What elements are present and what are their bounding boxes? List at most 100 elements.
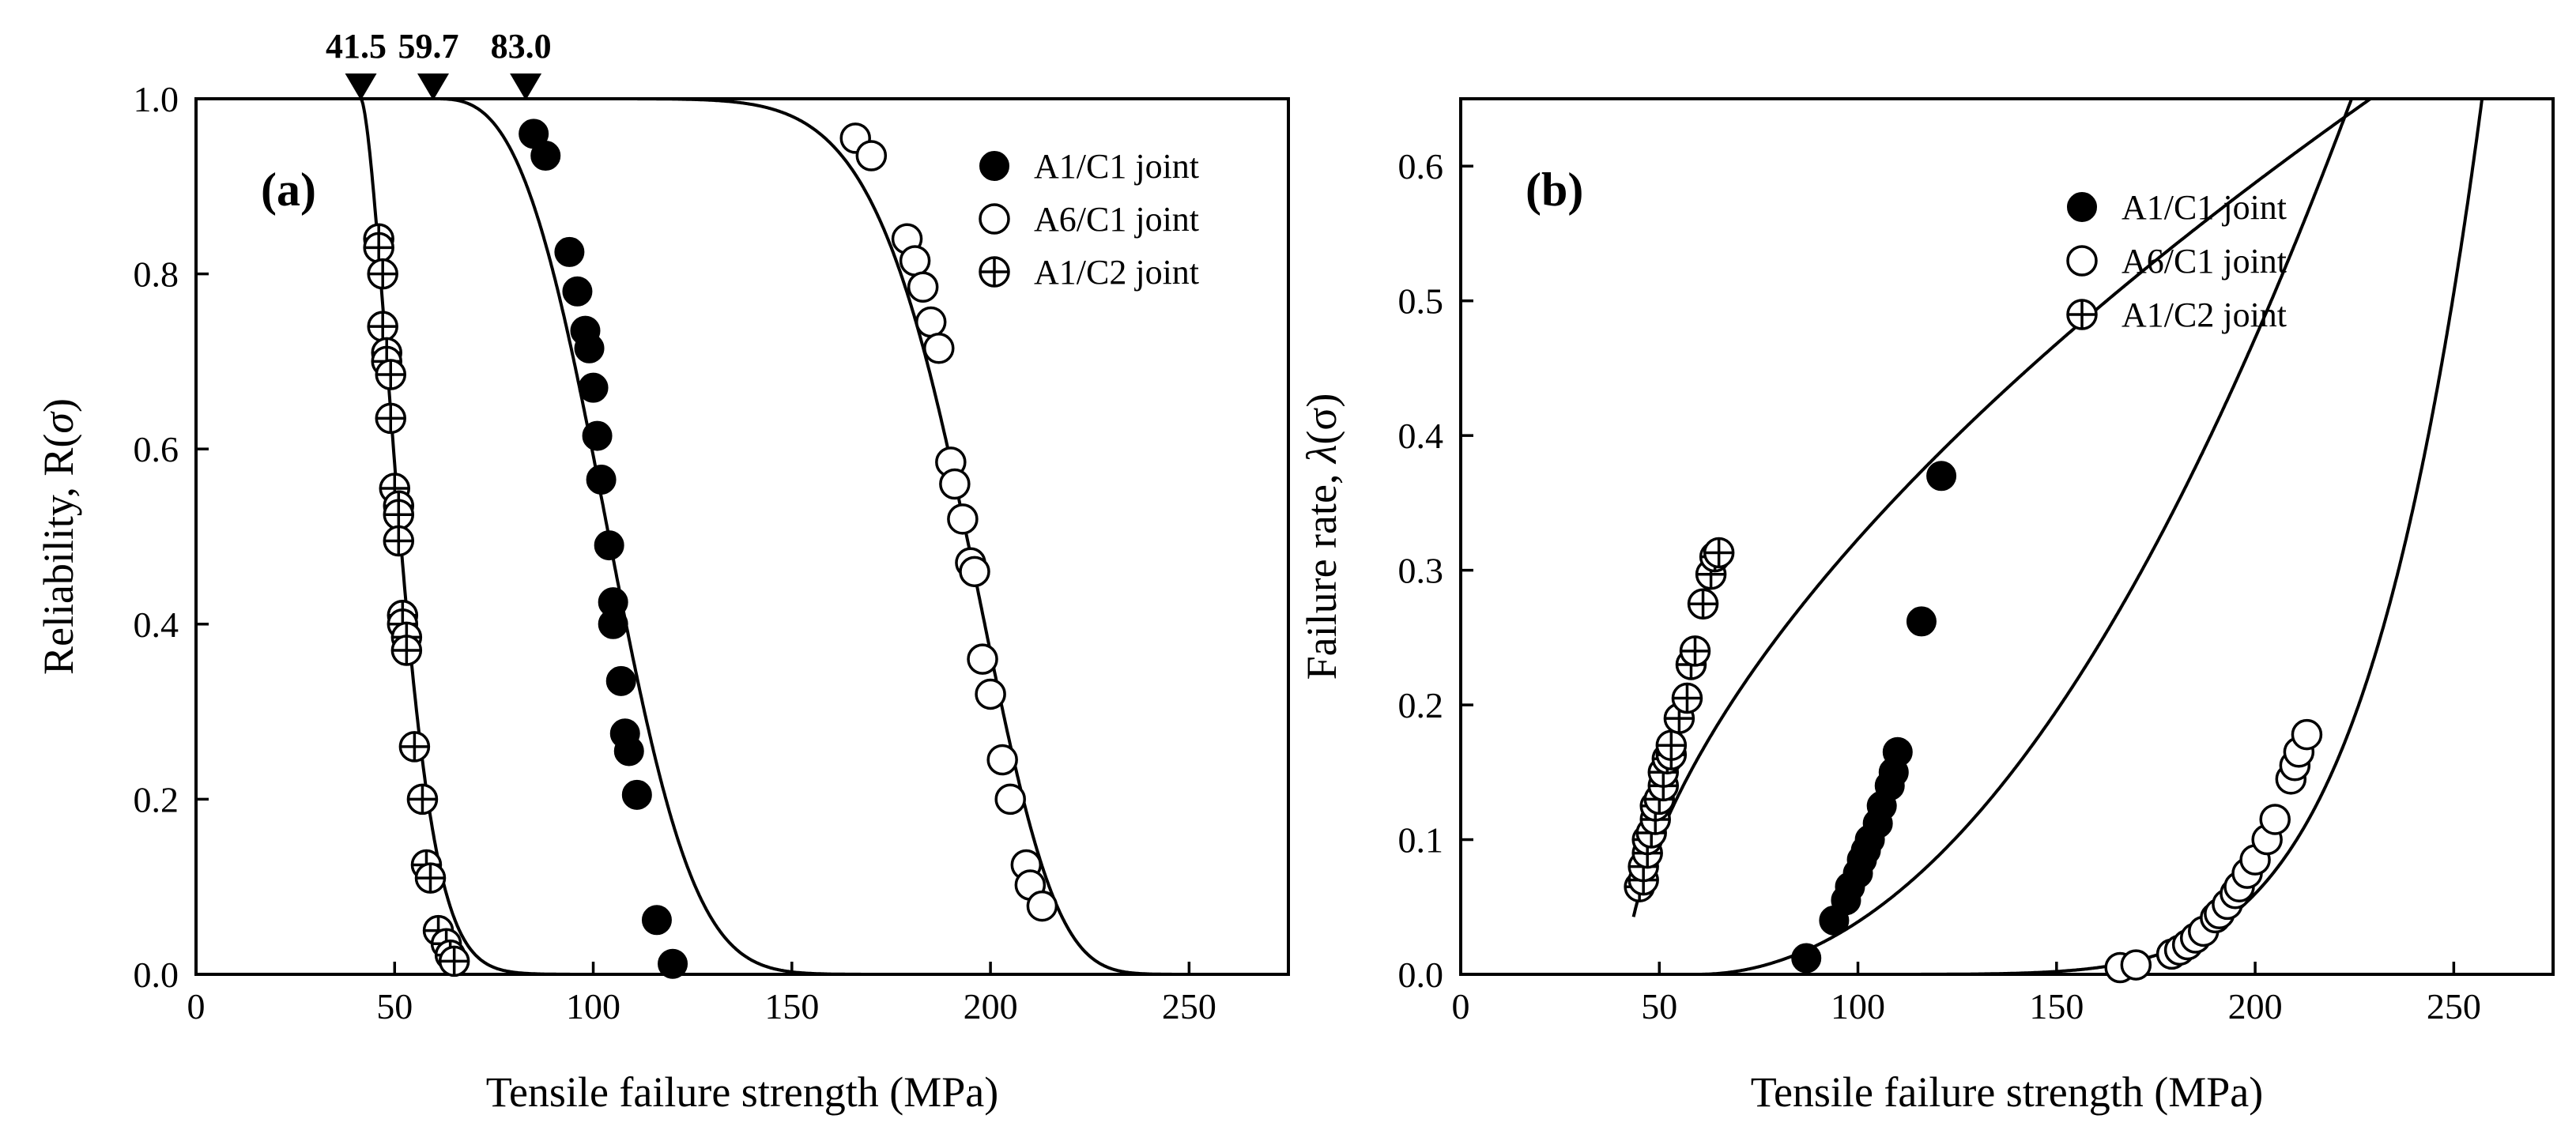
data-point [605,665,636,696]
legend-label: A6/C1 joint [1034,200,1199,239]
data-point [574,333,605,363]
data-point [367,258,398,290]
threshold-marker-label: 83.0 [491,27,552,66]
y-tick-label: 0.1 [1398,820,1444,861]
panel-b-legend: A1/C1 joint A6/C1 joint A1/C2 joint [2066,188,2287,334]
data-point [613,736,644,767]
panel-b-data-points [1624,461,2323,984]
legend-marker-icon [2066,299,2098,330]
data-point [915,306,947,338]
data-point [1926,461,1957,492]
panel-b-x-ticks: 0 50 100 150 200 250 [1452,962,2481,1026]
data-point [2120,949,2152,981]
data-point [594,530,624,561]
data-point [2291,718,2323,751]
data-point [1655,729,1688,761]
data-point [1703,537,1735,569]
fit-curve-a1-c2-joint [1631,99,2374,917]
data-point [1906,606,1937,637]
data-point [586,464,617,495]
legend-label: A1/C2 joint [1034,253,1199,292]
data-point [907,271,939,303]
data-point [398,731,431,763]
legend-marker-icon [979,203,1010,235]
y-tick-label: 0.0 [134,955,179,995]
data-point [383,499,415,531]
legend-item: A1/C1 joint [979,147,1199,186]
y-tick-label: 0.4 [134,605,179,645]
data-point [530,141,561,171]
legend-label: A1/C1 joint [2122,188,2287,227]
legend-marker-icon [2067,192,2097,222]
legend-item: A1/C1 joint [2067,188,2287,227]
data-point [578,372,609,403]
data-point [582,420,613,451]
x-tick-label: 100 [1831,986,1885,1026]
threshold-marker-label: 59.7 [398,27,459,66]
panel-a-reliability-chart: 0 50 100 150 200 250 0.0 0.2 0.4 0.6 0.8 1.0 41.5 5… [35,27,1290,1116]
down-triangle-icon [417,73,450,100]
panel-b-y-axis-title: Failure rate, λ(σ) [1298,394,1345,680]
legend-marker-icon [979,151,1009,181]
panel-a-y-ticks: 0.0 0.2 0.4 0.6 0.8 1.0 [134,79,209,995]
data-point [383,525,415,557]
data-point [2259,804,2291,835]
y-tick-label: 0.2 [1398,685,1444,725]
data-point [855,140,888,171]
panel-b-y-ticks: 0.0 0.1 0.2 0.3 0.4 0.5 0.6 [1398,146,1473,995]
data-point [658,948,688,979]
data-point [899,245,931,277]
legend-item: A6/C1 joint [979,200,1199,239]
y-tick-label: 0.3 [1398,551,1444,591]
data-point [959,556,990,588]
y-tick-label: 0.2 [134,779,179,819]
legend-marker-icon [2066,245,2098,277]
panel-a-y-axis-title: Reliability, R(σ) [35,398,82,675]
x-tick-label: 50 [376,986,413,1026]
legend-label: A1/C1 joint [1034,147,1199,186]
legend-label: A1/C2 joint [2122,296,2287,334]
data-point [406,783,439,815]
legend-marker-icon [979,256,1010,288]
y-tick-label: 0.0 [1398,955,1444,995]
data-point [621,779,652,810]
down-triangle-icon [345,73,377,100]
data-point [994,783,1026,815]
y-tick-label: 0.5 [1398,281,1444,322]
panel-b-x-axis-title: Tensile failure strength (MPa) [1751,1068,2264,1116]
panel-b-failure-rate-chart: 0 50 100 150 200 250 0.0 0.1 0.2 0.3 0.4 0.5 0.6 (b… [1298,97,2555,1116]
data-point [438,945,470,977]
y-tick-label: 0.6 [1398,146,1444,186]
panel-a-x-axis-title: Tensile failure strength (MPa) [486,1068,999,1116]
data-point [1671,682,1703,714]
x-tick-label: 200 [964,986,1018,1026]
y-tick-label: 0.8 [134,254,179,295]
fit-curve-a1-c2-joint [359,99,1288,974]
data-point [947,503,979,535]
panel-a-legend: A1/C1 joint A6/C1 joint A1/C2 joint [979,147,1199,292]
data-point [363,232,394,264]
panel-a-threshold-markers: 41.5 59.7 83.0 [326,27,552,100]
data-point [923,333,955,364]
x-tick-label: 0 [1452,986,1470,1026]
data-point [975,678,1006,710]
data-point [375,359,406,390]
legend-item: A1/C2 joint [2066,296,2287,334]
x-tick-label: 150 [2029,986,2084,1026]
data-point [1882,736,1913,767]
data-point [1687,588,1719,620]
threshold-marker: 83.0 [491,27,552,100]
data-point [1679,635,1711,667]
x-tick-label: 250 [2427,986,2481,1026]
panel-b-plot-frame [1459,97,2555,976]
data-point [1791,943,1822,974]
panel-a-data-points [363,119,1058,979]
panel-b-fit-curves [1631,99,2484,974]
threshold-marker: 41.5 [326,27,387,100]
data-point [967,643,998,675]
panel-a-x-ticks: 0 50 100 150 200 250 [187,962,1216,1026]
data-point [367,311,398,342]
legend-label: A6/C1 joint [2122,242,2287,281]
x-tick-label: 150 [764,986,819,1026]
